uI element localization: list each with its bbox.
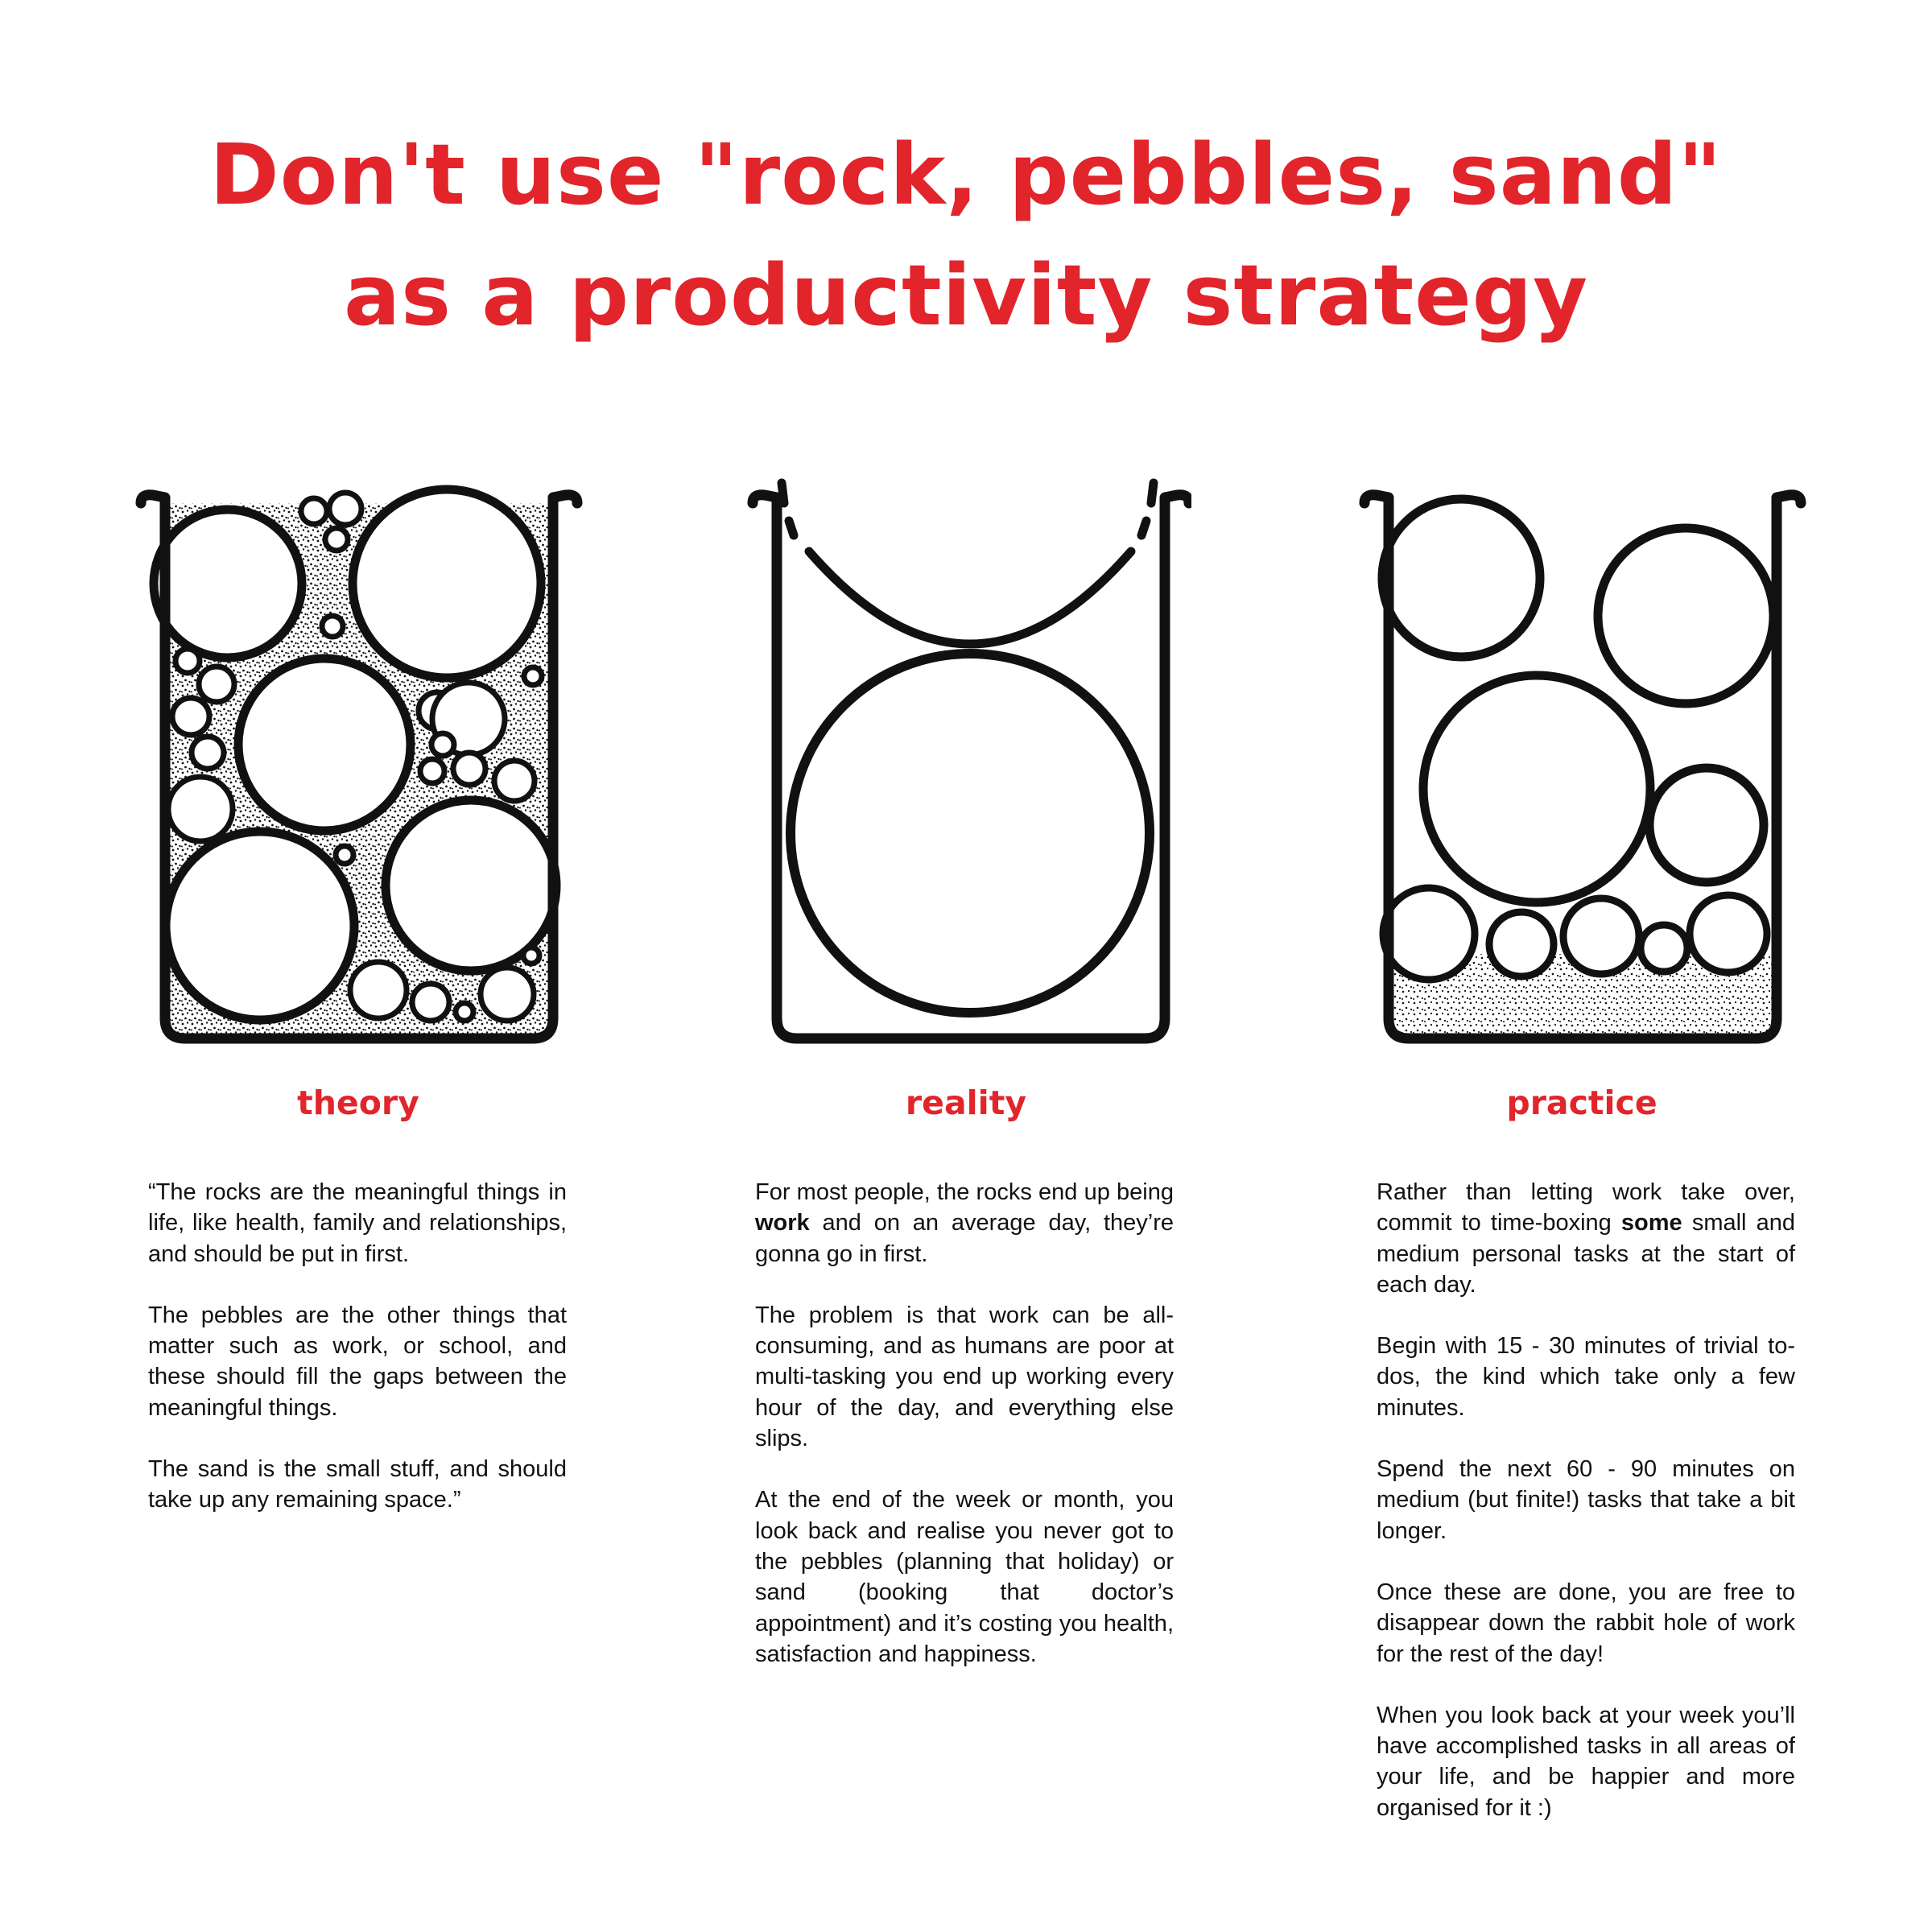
theory-jar-illustration <box>135 485 583 1044</box>
practice-text: Rather than letting work take over, comm… <box>1377 1177 1795 1854</box>
rock <box>1645 763 1769 887</box>
theory-paragraph: The pebbles are the other things that ma… <box>148 1302 567 1421</box>
reality-heading: reality <box>905 1084 1027 1122</box>
reality-jar-illustration <box>747 478 1191 1044</box>
bulging-rock-top <box>777 478 1158 649</box>
theory-paragraph: The sand is the small stuff, and should … <box>148 1456 567 1513</box>
rock <box>233 654 415 836</box>
rock <box>1593 523 1778 708</box>
reality-p1-emphasis: work <box>755 1210 810 1236</box>
rock <box>1418 671 1655 907</box>
theory-text: “The rocks are the meaningful things in … <box>148 1177 567 1546</box>
pebbles <box>1379 884 1771 984</box>
jar-outline <box>135 489 583 1044</box>
practice-p1-emphasis: some <box>1620 1210 1682 1236</box>
reality-p1-end: and on an average day, they’re gonna go … <box>755 1210 1174 1267</box>
practice-p1-start: Rather than letting work take over, comm… <box>1377 1179 1795 1236</box>
page-title-line-2: as a productivity strategy <box>343 246 1589 345</box>
reality-p1-start: For most people, the rocks end up being <box>755 1179 1174 1205</box>
jar-outline <box>747 489 1191 1044</box>
page-title-line-1: Don't use "rock, pebbles, sand" <box>209 126 1723 224</box>
rock <box>149 505 307 663</box>
practice-paragraph: Rather than letting work take over, comm… <box>1377 1177 1795 1300</box>
reality-paragraph: The problem is that work can be all-cons… <box>755 1302 1174 1452</box>
rock <box>1377 494 1545 662</box>
practice-paragraph: Once these are done, you are free to dis… <box>1377 1579 1795 1667</box>
practice-jar-illustration <box>1359 489 1806 1044</box>
reality-paragraph: At the end of the week or month, you loo… <box>755 1487 1174 1667</box>
reality-paragraph: For most people, the rocks end up being … <box>755 1177 1174 1269</box>
rock <box>348 485 546 683</box>
rocks <box>1377 494 1778 907</box>
practice-p1-end: small and medium personal tasks at the s… <box>1377 1210 1796 1298</box>
jar-outline <box>1359 489 1806 1044</box>
practice-heading: practice <box>1506 1084 1657 1122</box>
reality-text: For most people, the rocks end up being … <box>755 1177 1174 1700</box>
rock <box>161 827 359 1025</box>
practice-paragraph: Begin with 15 - 30 minutes of trivial to… <box>1377 1333 1795 1421</box>
work-rock <box>786 649 1154 1018</box>
practice-paragraph: Spend the next 60 - 90 minutes on medium… <box>1377 1456 1795 1544</box>
practice-paragraph: When you look back at your week you’ll h… <box>1377 1702 1795 1821</box>
theory-paragraph: “The rocks are the meaningful things in … <box>148 1179 567 1267</box>
theory-heading: theory <box>297 1084 419 1122</box>
pebbles <box>165 489 545 1024</box>
